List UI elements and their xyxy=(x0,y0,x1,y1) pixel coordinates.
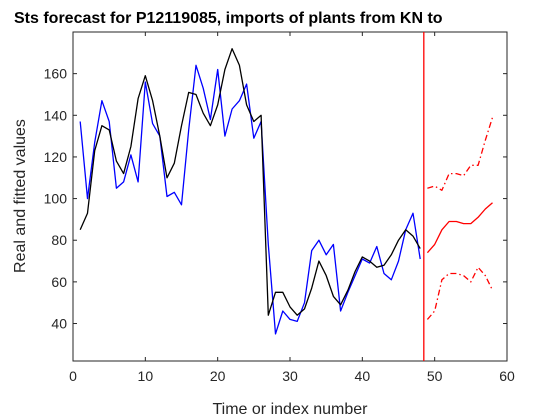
y-tick-label: 120 xyxy=(44,149,68,165)
fitted-values-line xyxy=(79,48,421,316)
forecast-line xyxy=(426,202,493,254)
x-tick-label: 40 xyxy=(355,368,371,384)
forecast-upper-bound-line xyxy=(427,117,494,191)
y-tick-label: 60 xyxy=(51,274,67,290)
x-axis-label: Time or index number xyxy=(212,401,368,418)
forecast-lower-bound-line xyxy=(426,266,494,320)
real-values-line xyxy=(79,64,421,335)
y-tick-label: 80 xyxy=(51,232,67,248)
x-tick-label: 60 xyxy=(499,368,515,384)
y-tick-label: 140 xyxy=(44,107,68,123)
y-axis-label: Real and fitted values xyxy=(12,119,29,273)
plot-area xyxy=(72,31,508,362)
y-tick-label: 40 xyxy=(51,316,67,332)
x-tick-label: 30 xyxy=(282,368,298,384)
x-tick-label: 10 xyxy=(138,368,154,384)
x-tick-label: 0 xyxy=(69,368,77,384)
chart-title: Sts forecast for P12119085, imports of p… xyxy=(14,10,443,27)
x-tick-label: 50 xyxy=(427,368,443,384)
y-tick-label: 100 xyxy=(44,191,68,207)
x-tick-label: 20 xyxy=(210,368,226,384)
y-tick-label: 160 xyxy=(44,66,68,82)
